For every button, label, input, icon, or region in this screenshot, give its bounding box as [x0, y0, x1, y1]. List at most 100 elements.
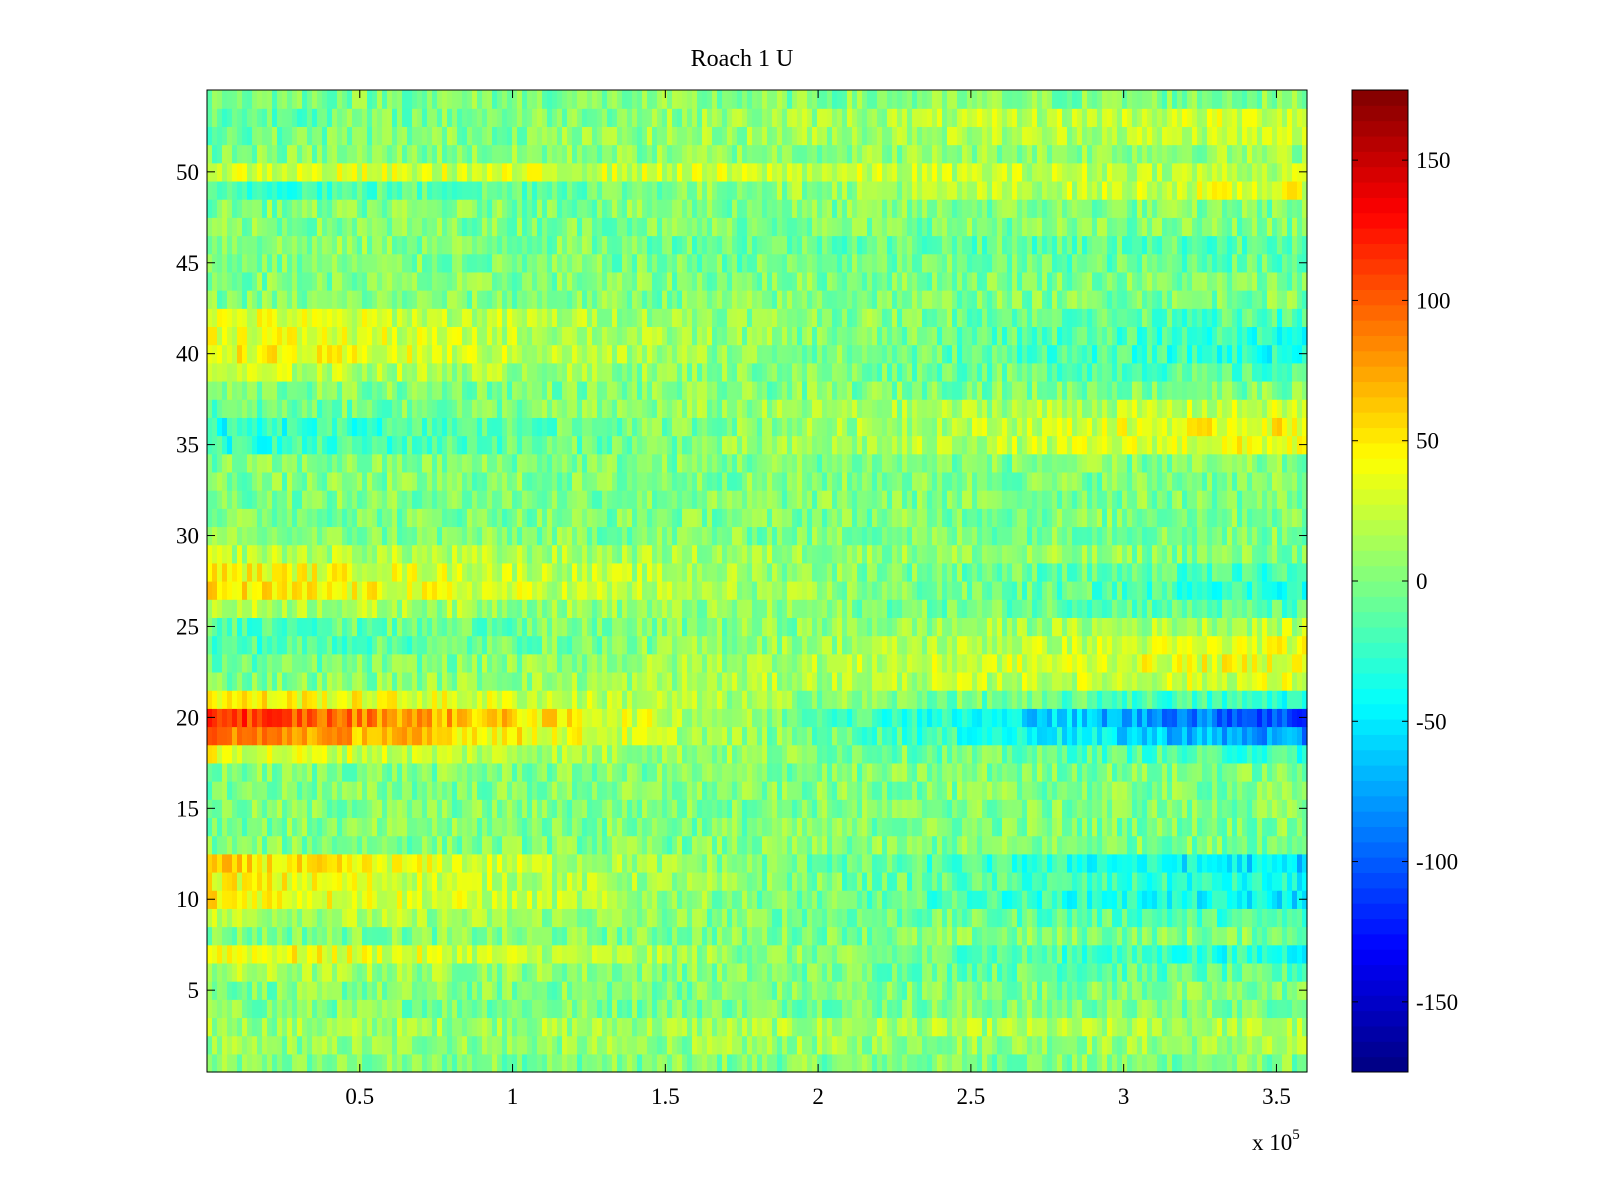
heatmap-cell [1252, 981, 1258, 1000]
heatmap-cell [527, 799, 533, 819]
heatmap-cell [467, 890, 473, 909]
heatmap-cell [912, 744, 918, 764]
heatmap-cell [837, 853, 843, 873]
heatmap-cell [1117, 1053, 1123, 1073]
heatmap-cell [1027, 908, 1033, 928]
heatmap-cell [862, 1017, 868, 1037]
heatmap-cell [427, 890, 433, 909]
heatmap-cell [1077, 853, 1083, 873]
heatmap-cell [587, 817, 593, 837]
heatmap-cell [962, 817, 968, 837]
heatmap-cell [1002, 744, 1008, 764]
heatmap-cell [247, 1053, 253, 1073]
heatmap-cell [1157, 1035, 1163, 1055]
heatmap-cell [942, 690, 948, 709]
heatmap-cell [432, 690, 438, 709]
heatmap-cell [692, 890, 698, 909]
heatmap-cell [817, 744, 823, 764]
heatmap-cell [312, 744, 318, 764]
heatmap-cell [727, 671, 733, 691]
heatmap-cell [1107, 708, 1113, 728]
heatmap-cell [1247, 671, 1253, 691]
heatmap-cell [392, 1035, 398, 1055]
heatmap-cell [662, 690, 668, 709]
heatmap-cell [1172, 962, 1178, 982]
heatmap-cell [297, 1035, 303, 1055]
heatmap-cell [322, 781, 328, 800]
heatmap-cell [1162, 908, 1168, 928]
heatmap-cell [937, 962, 943, 982]
heatmap-cell [547, 671, 553, 691]
heatmap-cell [792, 1053, 798, 1073]
heatmap-cell [662, 1035, 668, 1055]
heatmap-cell [817, 690, 823, 709]
heatmap-cell [992, 1017, 998, 1037]
heatmap-cell [277, 781, 283, 800]
heatmap-cell [1217, 671, 1223, 691]
heatmap-cell [917, 981, 923, 1000]
heatmap-cell [317, 708, 323, 728]
heatmap-cell [762, 890, 768, 909]
heatmap-cell [457, 962, 463, 982]
heatmap-cell [557, 653, 563, 673]
heatmap-cell [237, 853, 243, 873]
heatmap-cell [977, 962, 983, 982]
heatmap-cell [367, 1035, 373, 1055]
heatmap-cell [1267, 926, 1273, 946]
heatmap-cell [642, 908, 648, 928]
heatmap-cell [1132, 962, 1138, 982]
heatmap-cell [672, 671, 678, 691]
heatmap-cell [1062, 871, 1068, 891]
heatmap-cell [1287, 726, 1293, 746]
heatmap-cell [797, 871, 803, 891]
heatmap-cell [1252, 799, 1258, 819]
heatmap-cell [1172, 744, 1178, 764]
heatmap-cell [287, 944, 293, 964]
heatmap-cell [1012, 926, 1018, 946]
heatmap-cell [1302, 1053, 1308, 1073]
heatmap-cell [1277, 762, 1283, 782]
heatmap-cell [1287, 981, 1293, 1000]
heatmap-cell [722, 781, 728, 800]
heatmap-cell [792, 671, 798, 691]
heatmap-cell [577, 762, 583, 782]
heatmap-cell [1302, 671, 1308, 691]
heatmap-cell [1187, 890, 1193, 909]
heatmap-cell [1022, 1053, 1028, 1073]
heatmap-cell [637, 835, 643, 855]
heatmap-cell [842, 781, 848, 800]
heatmap-cell [387, 1035, 393, 1055]
heatmap-cell [747, 871, 753, 891]
heatmap-cell [442, 799, 448, 819]
heatmap-cell [827, 653, 833, 673]
heatmap-cell [582, 762, 588, 782]
heatmap-cell [1217, 1035, 1223, 1055]
heatmap-cell [852, 908, 858, 928]
heatmap-cell [412, 726, 418, 746]
heatmap-cell [317, 1053, 323, 1073]
heatmap-cell [1287, 1017, 1293, 1037]
heatmap-cell [822, 762, 828, 782]
heatmap-cell [1112, 1053, 1118, 1073]
heatmap-cell [1287, 999, 1293, 1019]
heatmap-cell [712, 871, 718, 891]
heatmap-cell [452, 981, 458, 1000]
heatmap-cell [252, 853, 258, 873]
heatmap-cell [1287, 781, 1293, 800]
heatmap-cell [227, 962, 233, 982]
heatmap-cell [792, 981, 798, 1000]
heatmap-cell [787, 671, 793, 691]
heatmap-cell [747, 671, 753, 691]
heatmap-cell [792, 726, 798, 746]
heatmap-cell [1192, 1053, 1198, 1073]
heatmap-cell [1267, 1035, 1273, 1055]
heatmap-cell [437, 653, 443, 673]
heatmap-cell [967, 890, 973, 909]
heatmap-cell [252, 817, 258, 837]
heatmap-cell [267, 671, 273, 691]
heatmap-cell [1132, 1017, 1138, 1037]
heatmap-cell [1167, 871, 1173, 891]
heatmap-cell [207, 726, 213, 746]
heatmap-cell [217, 871, 223, 891]
heatmap-cell [437, 1053, 443, 1073]
